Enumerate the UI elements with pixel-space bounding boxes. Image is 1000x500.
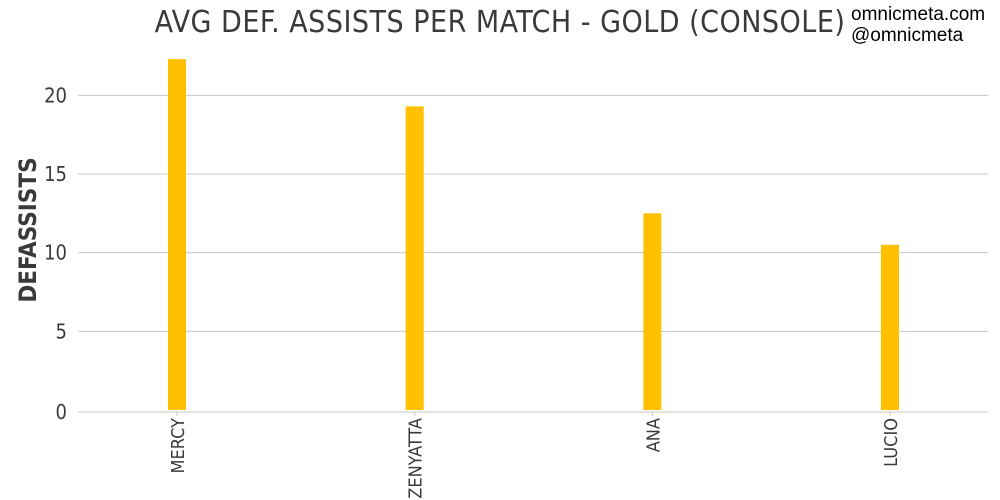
bars (168, 59, 899, 410)
chart-title: AVG DEF. ASSISTS PER MATCH - GOLD (CONSO… (155, 5, 846, 40)
bar-zenyatta (405, 106, 424, 410)
watermark-site: omnicmeta.com (851, 4, 986, 25)
x-tick-label: ZENYATTA (406, 418, 427, 499)
bar-ana (643, 213, 662, 410)
y-tick-label: 15 (44, 162, 67, 186)
bar-mercy (168, 59, 186, 410)
bar-lucio (881, 244, 899, 410)
watermark: omnicmeta.com @omnicmeta (851, 4, 985, 46)
y-tick-label: 0 (56, 400, 67, 424)
y-tick-label: 20 (44, 83, 67, 107)
watermark-handle: @omnicmeta (851, 25, 964, 46)
y-tick-label: 10 (44, 241, 67, 265)
x-tick-label: ANA (643, 418, 664, 452)
y-tick-labels: 0 5 10 15 20 (44, 83, 67, 424)
y-axis-label: DEFASSISTS (14, 157, 42, 302)
y-tick-label: 5 (56, 319, 67, 343)
x-tick-label: MERCY (168, 418, 189, 474)
x-tick-label: LUCIO (881, 418, 902, 467)
x-tick-labels: MERCY ZENYATTA ANA LUCIO (168, 412, 902, 499)
grid-lines (78, 94, 988, 413)
